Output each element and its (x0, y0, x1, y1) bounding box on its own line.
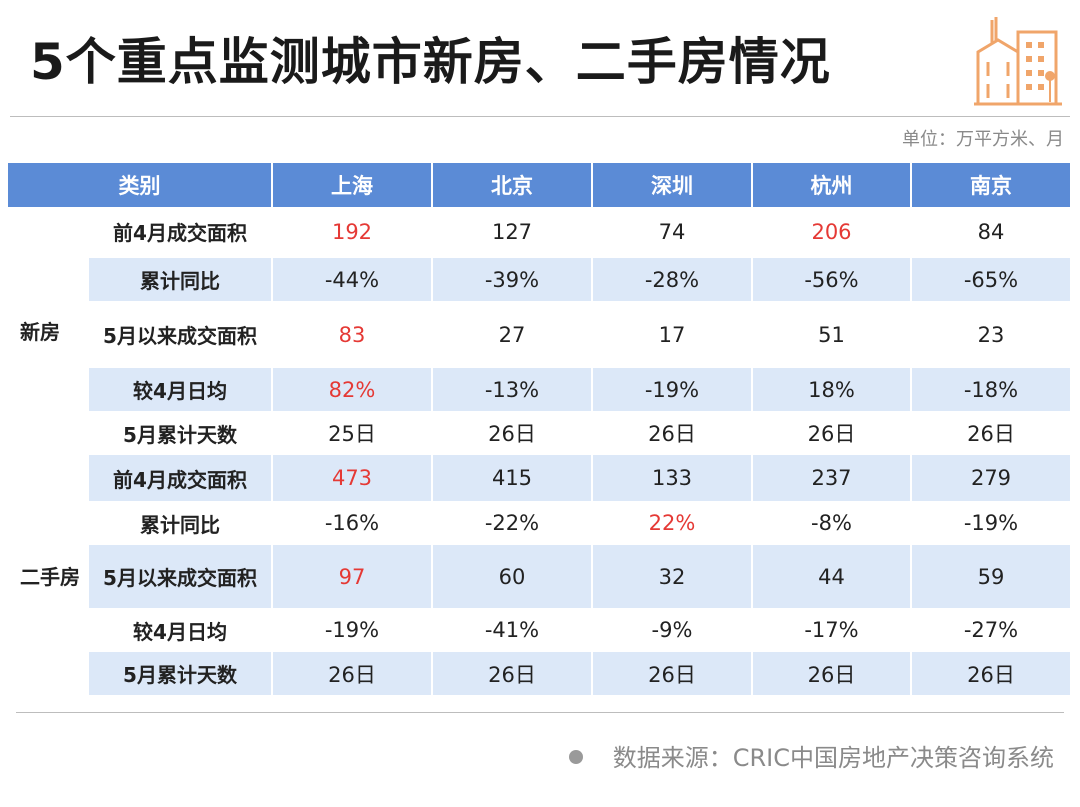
value-cell: -41% (432, 609, 593, 652)
table-row: 5月以来成交面积 97 60 32 44 59 (8, 544, 1070, 610)
value-cell: -8% (752, 502, 912, 545)
header-category: 类别 (8, 163, 273, 207)
value-cell: 51 (752, 302, 912, 368)
value-cell: 26日 (752, 651, 912, 697)
value-cell: 206 (752, 207, 912, 258)
table-row: 二手房 前4月成交面积 473 415 133 237 279 (8, 454, 1070, 697)
value-cell: 415 (432, 454, 593, 503)
value-cell: -65% (911, 257, 1070, 303)
value-cell: 59 (911, 544, 1070, 610)
metric-label: 5月累计天数 (88, 651, 273, 697)
source-text: 数据来源：CRIC中国房地产决策咨询系统 (612, 744, 1054, 772)
source-note: 数据来源：CRIC中国房地产决策咨询系统 (568, 738, 1054, 773)
value-cell: 22% (592, 502, 753, 545)
value-cell: -19% (911, 502, 1070, 545)
header-nanjing: 南京 (911, 163, 1070, 207)
value-cell: 18% (752, 367, 912, 413)
table-row: 5月累计天数 26日 26日 26日 26日 26日 (8, 651, 1070, 697)
value-cell: 27 (432, 302, 593, 368)
metric-label: 累计同比 (88, 502, 273, 545)
metric-label: 5月以来成交面积 (88, 544, 273, 610)
table-row: 较4月日均 -19% -41% -9% -17% -27% (8, 609, 1070, 652)
value-cell: 97 (272, 544, 433, 610)
bullet-dot-icon (568, 750, 583, 764)
value-cell: 82% (272, 367, 433, 413)
group-label: 二手房 (8, 454, 89, 697)
value-cell: 17 (592, 302, 753, 368)
top-divider (10, 116, 1070, 117)
value-cell: 44 (752, 544, 912, 610)
table-row: 累计同比 -44% -39% -28% -56% -65% (8, 257, 1070, 303)
value-cell: 74 (592, 207, 753, 258)
value-cell: -27% (911, 609, 1070, 652)
value-cell: -44% (272, 257, 433, 303)
header-shenzhen: 深圳 (592, 163, 753, 207)
value-cell: 26日 (592, 651, 753, 697)
value-cell: 84 (911, 207, 1070, 258)
metric-label: 前4月成交面积 (88, 207, 273, 258)
value-cell: -22% (432, 502, 593, 545)
value-cell: 23 (911, 302, 1070, 368)
metric-label: 5月以来成交面积 (88, 302, 273, 368)
unit-note: 单位：万平方米、月 (902, 129, 1064, 150)
value-cell: -17% (752, 609, 912, 652)
buildings-icon (974, 17, 1062, 106)
value-cell: -9% (592, 609, 753, 652)
value-cell: 127 (432, 207, 593, 258)
table-row: 较4月日均 82% -13% -19% 18% -18% (8, 367, 1070, 413)
metric-label: 较4月日均 (88, 367, 273, 413)
metric-label: 5月累计天数 (88, 412, 273, 455)
value-cell: 32 (592, 544, 753, 610)
value-cell: -19% (592, 367, 753, 413)
value-cell: -18% (911, 367, 1070, 413)
header-beijing: 北京 (432, 163, 593, 207)
value-cell: -39% (432, 257, 593, 303)
metric-label: 前4月成交面积 (88, 454, 273, 503)
table-row: 新房 前4月成交面积 192 127 74 206 84 (8, 207, 1070, 455)
metric-label: 累计同比 (88, 257, 273, 303)
value-cell: 25日 (272, 412, 433, 455)
value-cell: 26日 (752, 412, 912, 455)
table-row: 累计同比 -16% -22% 22% -8% -19% (8, 502, 1070, 545)
value-cell: 192 (272, 207, 433, 258)
value-cell: 26日 (272, 651, 433, 697)
value-cell: 279 (911, 454, 1070, 503)
value-cell: 26日 (911, 651, 1070, 697)
value-cell: 60 (432, 544, 593, 610)
value-cell: 26日 (911, 412, 1070, 455)
data-table: 类别 上海 北京 深圳 杭州 南京 新房 前4月成交面积 192 127 74 206 84… (8, 163, 1070, 697)
bottom-divider (16, 712, 1064, 713)
header-shanghai: 上海 (272, 163, 433, 207)
value-cell: 26日 (432, 651, 593, 697)
value-cell: -56% (752, 257, 912, 303)
value-cell: 473 (272, 454, 433, 503)
value-cell: -28% (592, 257, 753, 303)
value-cell: 83 (272, 302, 433, 368)
header-row: 类别 上海 北京 深圳 杭州 南京 (8, 163, 1070, 207)
page-title: 5个重点监测城市新房、二手房情况 (30, 33, 831, 91)
value-cell: -19% (272, 609, 433, 652)
value-cell: -16% (272, 502, 433, 545)
header-hangzhou: 杭州 (752, 163, 912, 207)
metric-label: 较4月日均 (88, 609, 273, 652)
value-cell: -13% (432, 367, 593, 413)
value-cell: 26日 (592, 412, 753, 455)
value-cell: 26日 (432, 412, 593, 455)
table-row: 5月累计天数 25日 26日 26日 26日 26日 (8, 412, 1070, 455)
group-label: 新房 (8, 207, 89, 455)
table-row: 5月以来成交面积 83 27 17 51 23 (8, 302, 1070, 368)
value-cell: 133 (592, 454, 753, 503)
value-cell: 237 (752, 454, 912, 503)
